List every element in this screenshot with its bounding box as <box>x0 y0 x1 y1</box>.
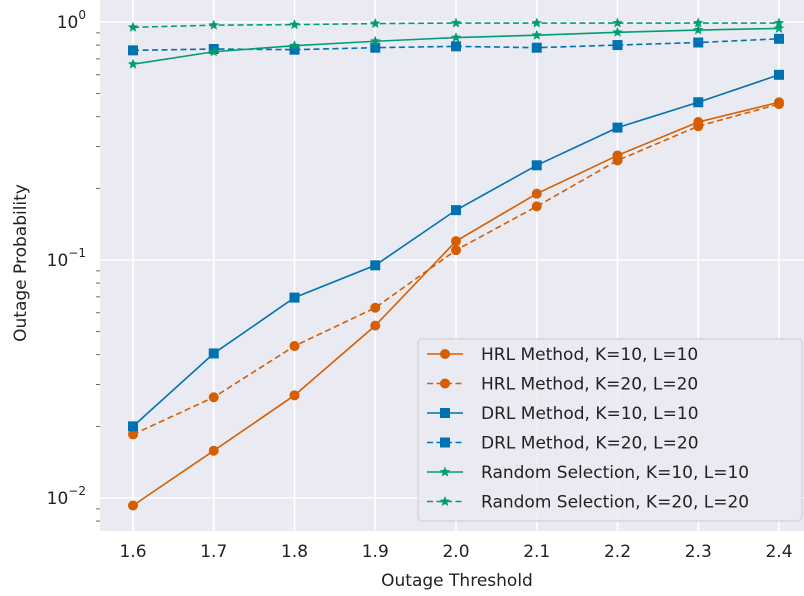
data-point <box>773 22 785 33</box>
legend-box <box>417 338 803 522</box>
data-point <box>693 17 704 28</box>
data-point <box>208 392 219 403</box>
data-point <box>451 205 461 216</box>
data-point <box>693 37 704 48</box>
legend-item: DRL Method, K=20, L=20 <box>427 434 699 454</box>
y-tick-label: 10−1 <box>47 246 86 271</box>
data-point <box>208 445 219 456</box>
data-point <box>127 58 139 69</box>
data-point <box>451 236 461 247</box>
data-point <box>370 35 381 46</box>
legend-label: HRL Method, K=20, L=20 <box>481 375 698 395</box>
data-point <box>439 496 451 506</box>
x-tick-label: 1.7 <box>200 542 227 562</box>
x-tick-label: 2.2 <box>604 542 631 562</box>
data-point <box>128 429 138 440</box>
data-point <box>531 201 542 212</box>
data-point <box>774 99 784 110</box>
data-point <box>612 17 623 28</box>
data-point <box>128 45 138 56</box>
data-point <box>128 500 138 511</box>
data-point <box>370 302 381 313</box>
data-point <box>289 19 300 30</box>
data-point <box>531 160 542 171</box>
x-tick-label: 1.8 <box>281 542 308 562</box>
x-axis-label: Outage Threshold <box>381 571 533 591</box>
data-point <box>289 341 300 352</box>
data-point <box>693 97 704 108</box>
series-2 <box>128 99 784 440</box>
y-tick-label: 10−2 <box>47 484 86 509</box>
x-tick-label: 2.1 <box>523 542 550 562</box>
y-tick-labels: 100 10−1 10−2 <box>47 8 100 522</box>
series-layer <box>127 17 785 511</box>
data-point <box>450 32 462 43</box>
data-point <box>440 408 450 418</box>
data-point <box>531 188 542 199</box>
data-point <box>450 17 462 28</box>
data-point <box>612 26 623 37</box>
data-point <box>370 18 381 29</box>
data-point <box>774 33 784 44</box>
x-tick-label: 1.9 <box>362 542 389 562</box>
data-point <box>612 40 623 51</box>
data-point <box>208 19 219 30</box>
data-point <box>612 122 623 133</box>
data-point <box>208 46 219 57</box>
data-point <box>773 17 785 28</box>
data-point <box>440 378 450 389</box>
legend-item: Random Selection, K=20, L=20 <box>427 493 749 513</box>
legend-label: DRL Method, K=10, L=10 <box>481 404 699 424</box>
data-point <box>128 421 138 432</box>
series-3 <box>128 69 784 432</box>
data-point <box>440 349 450 359</box>
x-tick-labels: 1.6 1.7 1.8 1.9 2.0 2.1 2.2 2.3 2.4 <box>119 542 792 562</box>
data-point <box>289 40 300 51</box>
legend-label: DRL Method, K=20, L=20 <box>481 434 699 454</box>
legend-label: HRL Method, K=10, L=10 <box>481 345 698 365</box>
series-5 <box>127 22 785 69</box>
legend-item: DRL Method, K=10, L=10 <box>427 404 699 424</box>
data-point <box>451 41 461 52</box>
data-point <box>289 390 300 401</box>
x-tick-label: 2.4 <box>765 542 792 562</box>
data-point <box>531 17 542 28</box>
legend: HRL Method, K=10, L=10 HRL Method, K=20, … <box>417 338 803 522</box>
x-tick-label: 2.3 <box>685 542 712 562</box>
data-point <box>693 24 704 35</box>
data-point <box>693 121 704 132</box>
legend-label: Random Selection, K=10, L=10 <box>481 463 749 483</box>
x-tick-label: 1.6 <box>119 542 146 562</box>
series-6 <box>127 17 785 32</box>
data-point <box>440 437 450 448</box>
y-tick-label: 100 <box>57 8 86 33</box>
legend-item: HRL Method, K=20, L=20 <box>427 375 698 395</box>
legend-item: HRL Method, K=10, L=10 <box>427 345 698 365</box>
data-point <box>531 29 542 40</box>
legend-label: Random Selection, K=20, L=20 <box>481 493 749 513</box>
data-point <box>451 245 461 256</box>
data-point <box>370 320 381 331</box>
data-point <box>289 292 300 303</box>
data-point <box>370 260 381 271</box>
data-point <box>612 155 623 166</box>
x-tick-label: 2.0 <box>442 542 469 562</box>
data-point <box>370 42 381 53</box>
data-point <box>289 44 300 55</box>
data-point <box>127 21 139 32</box>
data-point <box>531 42 542 53</box>
data-point <box>439 466 451 477</box>
data-point <box>774 69 784 80</box>
legend-item: Random Selection, K=10, L=10 <box>427 463 749 483</box>
y-axis-label: Outage Probability <box>11 184 31 342</box>
data-point <box>208 348 219 359</box>
